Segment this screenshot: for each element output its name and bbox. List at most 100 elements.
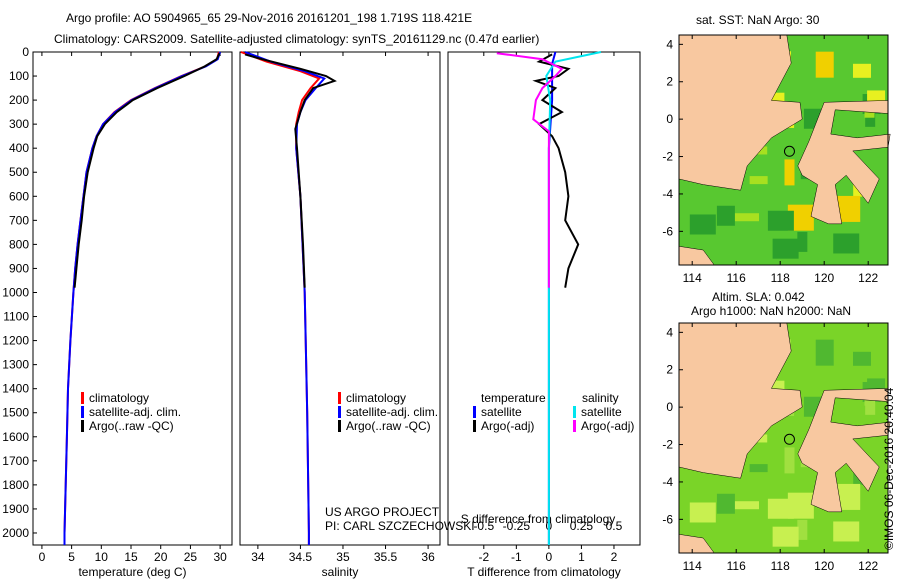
map-bottom-title-1: Altim. SLA: 0.042	[712, 290, 805, 304]
map-y-tick-label: 2	[666, 363, 673, 377]
map-x-tick-label: 118	[771, 559, 790, 573]
x-tick-label: 36	[421, 550, 435, 564]
y-tick-label: 1000	[2, 285, 29, 299]
y-tick-label: 900	[9, 261, 29, 275]
legend-swatch-satellite	[338, 406, 341, 418]
legend-swatch-climatology	[338, 392, 341, 404]
plot-frame	[447, 51, 641, 546]
profile-panel-3: -2 -1 0 1 2T difference from climatology -0.5…	[447, 51, 641, 579]
plot-frame	[32, 51, 233, 546]
series-line-satellite-adj-clim-	[244, 51, 327, 545]
map-x-tick-label: 116	[727, 271, 746, 285]
map-bottom-title-2: Argo h1000: NaN h2000: NaN	[691, 304, 851, 318]
map-x-tick-label: 114	[683, 271, 702, 285]
series-line-argo-raw-qc-	[244, 53, 337, 288]
x-tick-label: 0	[546, 550, 553, 564]
data-patch	[797, 519, 808, 540]
legend-label: Argo(..raw -QC)	[346, 419, 431, 433]
x2-tick-label: -0.25	[503, 519, 531, 533]
x2-tick-label: 0.25	[570, 519, 594, 533]
series-line-s-argo-adj-	[496, 52, 564, 288]
legend-label: satellite-adj. clim.	[89, 405, 181, 419]
map-y-tick-label: -6	[662, 224, 673, 238]
y-tick-label: 1600	[2, 430, 29, 444]
data-patch	[732, 213, 759, 222]
data-patch	[716, 205, 735, 226]
legend-temperature: climatology satellite-adj. clim. Argo(..…	[81, 391, 181, 433]
maps: 114 116 118 120 122 4 2 0 -2 -4 -6 114 116 118 120 122 4…	[662, 34, 891, 573]
title-line-2: Climatology: CARS2009. Satellite-adjuste…	[54, 32, 539, 46]
data-patch	[732, 501, 759, 510]
map-frame	[678, 322, 889, 554]
x-axis-label: temperature (deg C)	[78, 565, 186, 579]
legend-swatch-argo	[338, 420, 341, 432]
y-tick-label: 1500	[2, 406, 29, 420]
x-tick-label: 1	[578, 550, 585, 564]
data-patch	[864, 109, 875, 118]
series-line-s-satellite	[545, 51, 602, 545]
legend-label: climatology	[89, 391, 149, 405]
pi-label: PI: CARL SZCZECHOWSKI	[325, 519, 475, 533]
data-patch	[689, 502, 716, 523]
y-tick-label: 300	[9, 117, 29, 131]
y-tick-label: 1800	[2, 478, 29, 492]
y-tick-label: 200	[9, 93, 29, 107]
data-patch	[797, 231, 808, 252]
x2-tick-label: -0.5	[473, 519, 494, 533]
legend-swatch-argo	[81, 420, 84, 432]
data-patch	[815, 51, 834, 78]
x-tick-label: 30	[213, 550, 227, 564]
land-sulawesi	[797, 100, 891, 225]
profile-panel-2: 34 34.5 35 35.5 36 salinity	[239, 51, 441, 579]
project-label: US ARGO PROJECT	[325, 505, 440, 519]
legend-differences: temperature salinity satellite Argo(-adj…	[473, 391, 634, 433]
x-tick-label: 25	[184, 550, 198, 564]
y-tick-label: 1400	[2, 382, 29, 396]
x-tick-label: 34.5	[289, 550, 313, 564]
x-tick-label: 2	[611, 550, 618, 564]
x-tick-label: 20	[154, 550, 168, 564]
y-tick-label: 600	[9, 189, 29, 203]
legend-label: satellite	[581, 405, 622, 419]
data-patch	[749, 176, 768, 185]
legend-swatch-s-argo	[573, 420, 576, 432]
data-patch	[815, 339, 834, 366]
x-tick-label: 35.5	[374, 550, 398, 564]
legend-label: satellite	[481, 405, 522, 419]
legend-label: satellite-adj. clim.	[346, 405, 438, 419]
x-axis-label: T difference from climatology	[467, 565, 621, 579]
credit-label: ©IMOS 06-Dec-2016 20:40:04	[882, 387, 896, 550]
map-y-tick-label: -6	[662, 512, 673, 526]
legend-swatch-s-satellite	[573, 406, 576, 418]
map-x-tick-label: 122	[858, 559, 878, 573]
x-tick-label: 15	[124, 550, 138, 564]
x-tick-label: -1	[511, 550, 522, 564]
data-patch	[784, 159, 795, 186]
map-y-tick-label: 0	[666, 400, 673, 414]
series-line-argo-raw-qc-	[73, 52, 221, 288]
x2-tick-label: 0.5	[606, 519, 623, 533]
x-tick-label: 35	[336, 550, 350, 564]
x-axis-label: salinity	[322, 565, 359, 579]
map-y-tick-label: 4	[666, 37, 673, 51]
map-y-tick-label: 4	[666, 325, 673, 339]
x2-axis-label: S difference from climatology	[461, 512, 616, 526]
y-tick-label: 700	[9, 213, 29, 227]
data-patch	[767, 498, 794, 519]
x-tick-label: 10	[95, 550, 109, 564]
data-patch	[716, 493, 735, 514]
map-frame	[678, 34, 889, 266]
legend-label: Argo(..raw -QC)	[89, 419, 174, 433]
legend-swatch-t-argo	[473, 420, 476, 432]
data-patch	[833, 521, 860, 542]
sla-map: 114 116 118 120 122 4 2 0 -2 -4 -6	[662, 322, 891, 573]
data-patch	[767, 210, 794, 231]
legend-header-temperature: temperature	[481, 391, 546, 405]
map-x-tick-label: 118	[771, 271, 790, 285]
land-sulawesi	[797, 388, 891, 513]
map-x-tick-label: 120	[814, 559, 834, 573]
map-y-tick-label: -2	[662, 150, 673, 164]
